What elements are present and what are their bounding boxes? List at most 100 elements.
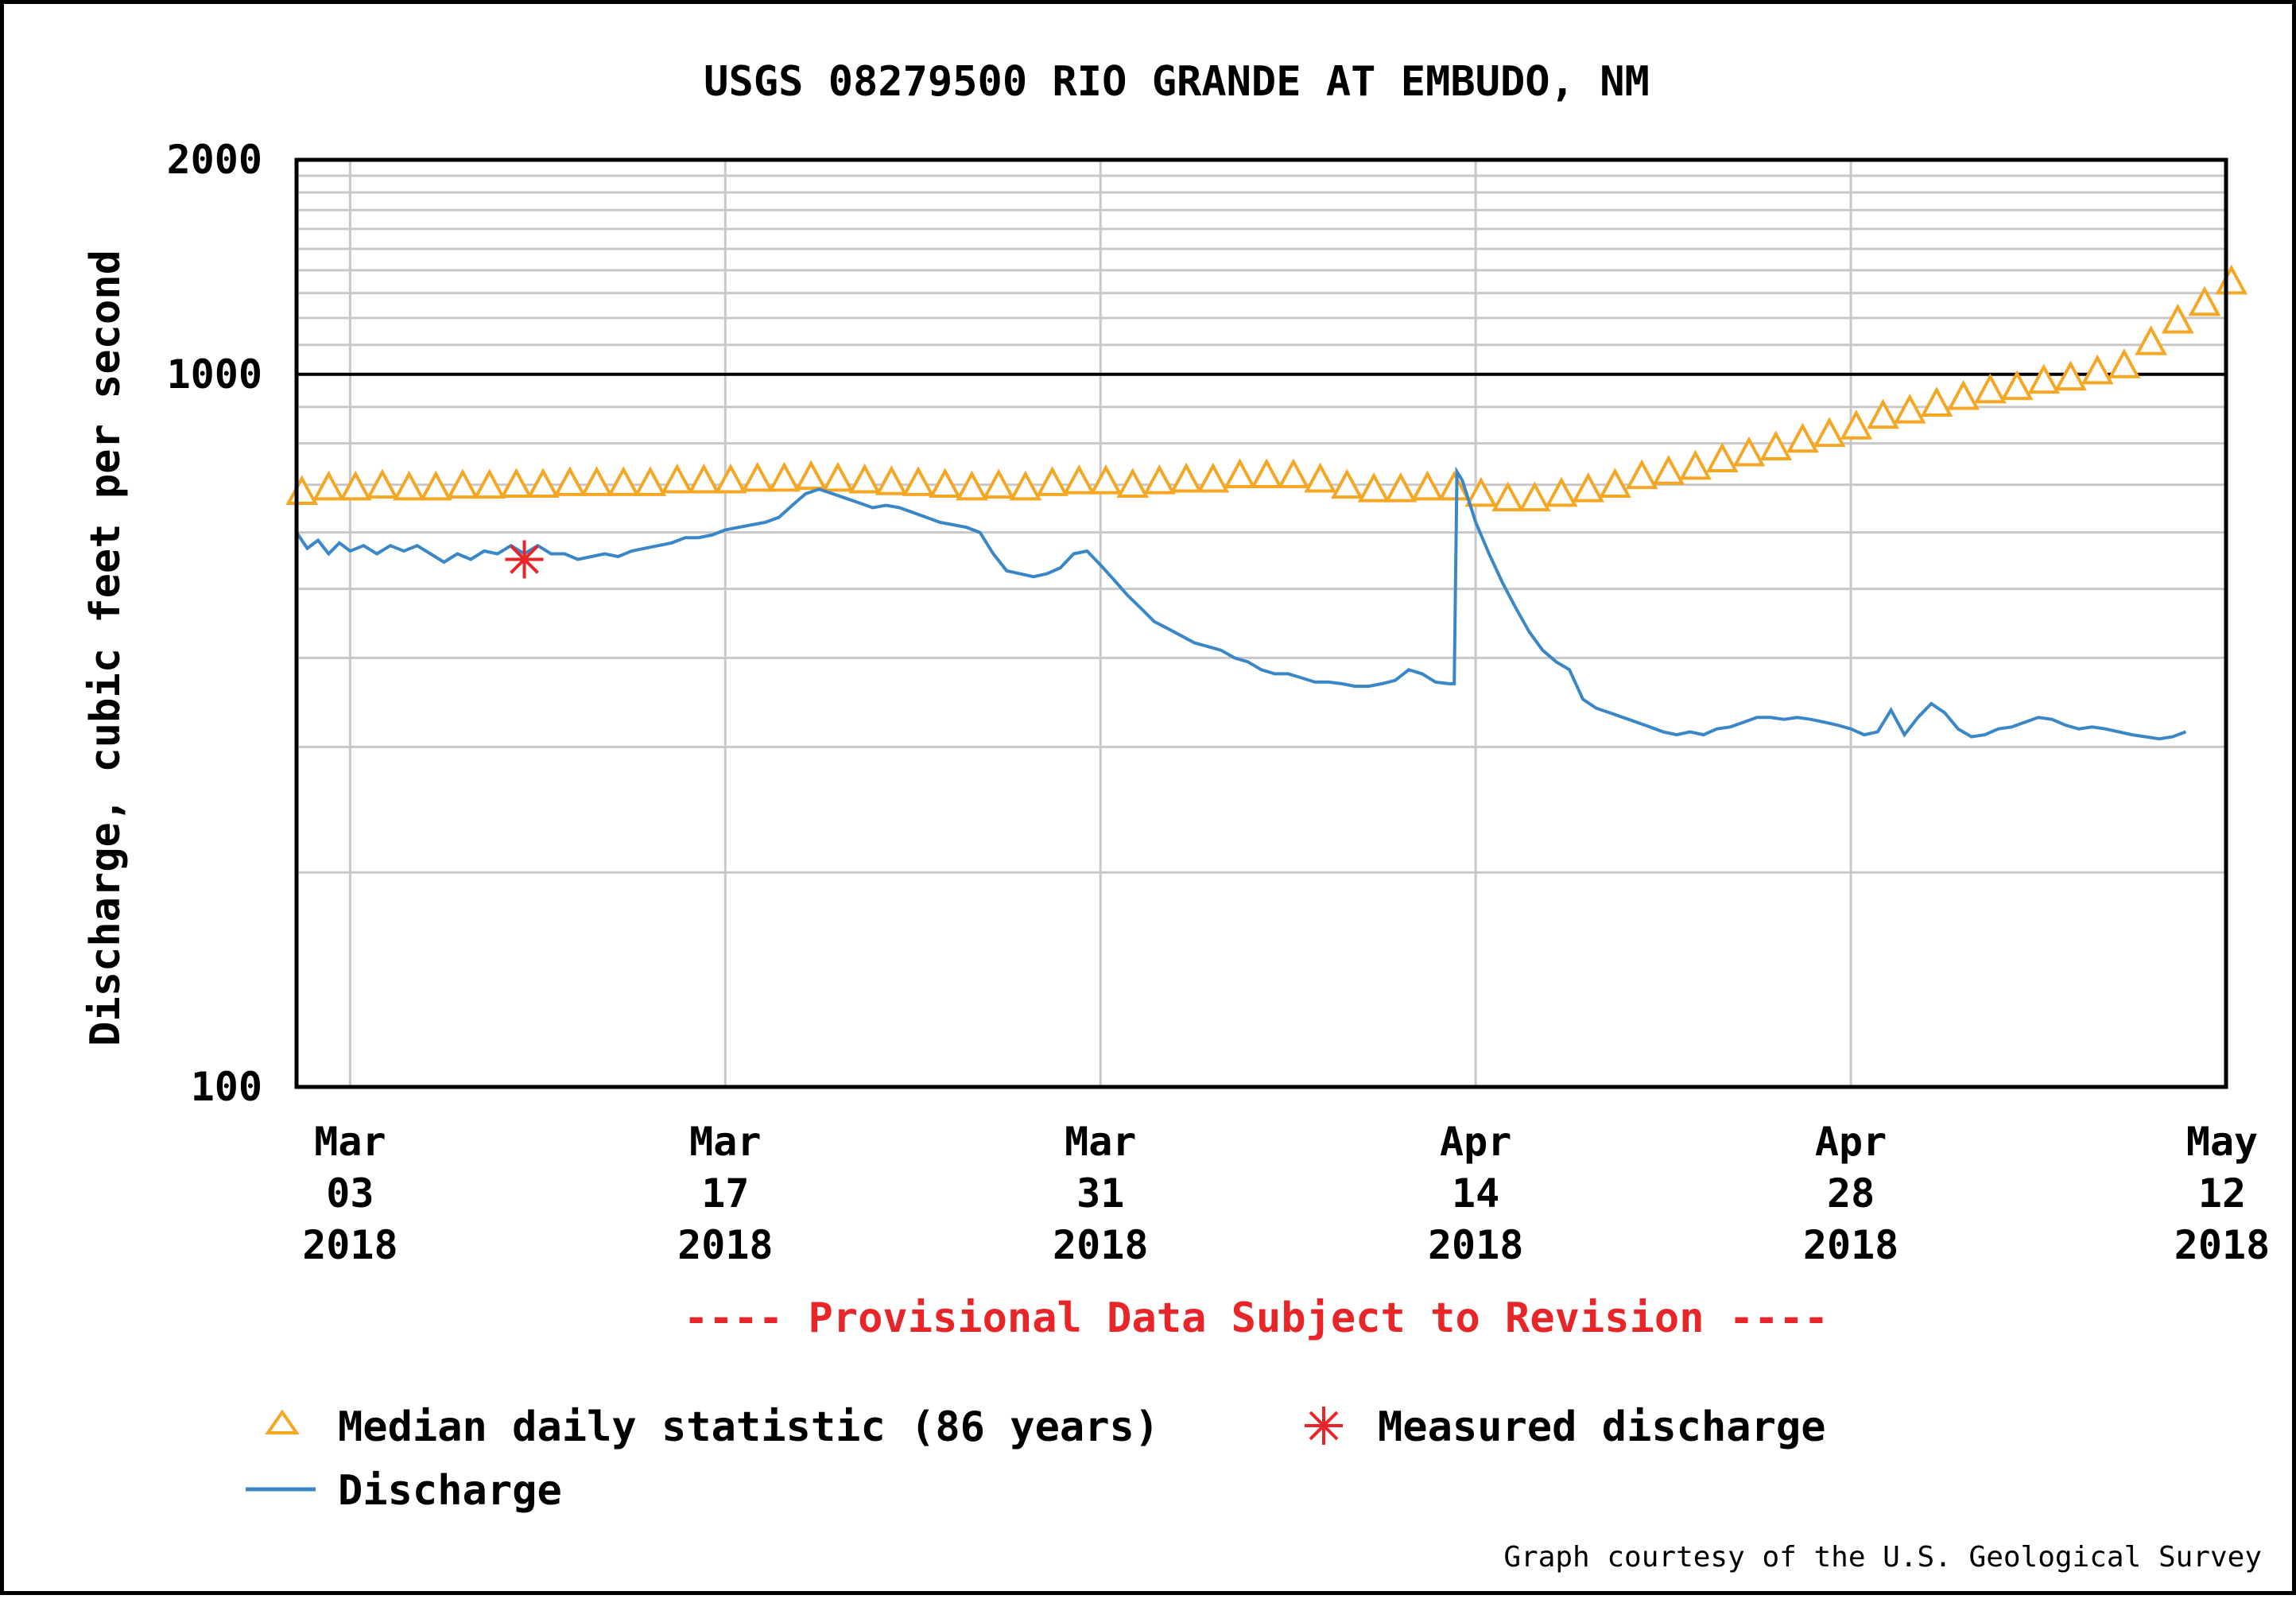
y-tick-label: 2000 xyxy=(167,137,262,183)
x-tick-year: 2018 xyxy=(1428,1222,1523,1268)
measured-discharge-series xyxy=(505,540,544,579)
x-tick-day: 17 xyxy=(701,1170,749,1217)
median-point xyxy=(1304,462,1337,493)
median-point xyxy=(982,468,1015,499)
x-tick-day: 03 xyxy=(326,1170,374,1217)
legend-item-discharge: Discharge xyxy=(246,1467,562,1515)
median-point xyxy=(393,470,425,501)
median-point xyxy=(2215,264,2248,295)
minor-gridlines xyxy=(297,174,2226,874)
median-daily-statistic-series xyxy=(285,264,2248,512)
median-point xyxy=(1893,393,1926,424)
median-point xyxy=(1357,472,1390,503)
median-point xyxy=(1599,468,1631,499)
median-point xyxy=(661,463,694,494)
legend-discharge-label: Discharge xyxy=(338,1467,562,1515)
x-tick-day: 12 xyxy=(2198,1170,2246,1217)
median-point xyxy=(875,465,908,495)
chart-title: USGS 08279500 RIO GRANDE AT EMBUDO, NM xyxy=(704,58,1650,106)
median-point xyxy=(688,463,720,494)
y-axis-label: Discharge, cubic feet per second xyxy=(82,250,130,1046)
median-point xyxy=(1143,464,1176,495)
x-tick-year: 2018 xyxy=(1803,1222,1898,1268)
x-tick-year: 2018 xyxy=(302,1222,398,1268)
median-point xyxy=(473,468,506,499)
median-point xyxy=(1974,373,2007,404)
median-point xyxy=(1169,462,1203,493)
median-point xyxy=(741,461,774,492)
median-point xyxy=(2027,363,2061,394)
median-point xyxy=(580,466,613,496)
chart-canvas: USGS 08279500 RIO GRANDE AT EMBUDO, NM D… xyxy=(82,58,2270,1574)
median-point xyxy=(2135,324,2167,355)
median-point xyxy=(1196,462,1230,493)
median-point xyxy=(634,466,667,496)
median-point xyxy=(553,466,587,496)
x-tick-month: May xyxy=(2186,1119,2258,1165)
x-tick-month: Apr xyxy=(1815,1119,1887,1165)
median-point xyxy=(848,463,881,494)
median-point xyxy=(1062,464,1096,495)
x-tick-month: Apr xyxy=(1440,1119,1511,1165)
median-point xyxy=(1572,472,1605,503)
median-point xyxy=(2054,360,2087,391)
median-point xyxy=(794,460,828,491)
discharge-series-line xyxy=(295,466,2187,741)
graph-credit: Graph courtesy of the U.S. Geological Su… xyxy=(1503,1541,2262,1574)
legend-measured-label: Measured discharge xyxy=(1378,1403,1826,1451)
x-tick-year: 2018 xyxy=(1053,1222,1148,1268)
x-tick-month: Mar xyxy=(1065,1119,1136,1165)
asterisk-stroke xyxy=(510,545,539,574)
median-point xyxy=(1089,464,1123,495)
x-tick-year: 2018 xyxy=(2174,1222,2270,1268)
asterisk-stroke xyxy=(1309,1411,1339,1441)
median-point xyxy=(929,468,962,499)
median-point xyxy=(1491,481,1524,512)
median-point xyxy=(285,475,319,506)
y-tick-label: 1000 xyxy=(167,351,262,398)
x-tick-year: 2018 xyxy=(677,1222,773,1268)
median-point xyxy=(339,470,372,501)
legend-item-median: Median daily statistic (86 years) xyxy=(265,1403,1159,1451)
median-point xyxy=(1331,468,1363,499)
x-tick-day: 14 xyxy=(1452,1170,1499,1217)
x-gridlines xyxy=(348,160,2228,1087)
provisional-data-note: ---- Provisional Data Subject to Revisio… xyxy=(684,1294,1829,1342)
legend-item-measured: Measured discharge xyxy=(1305,1403,1826,1451)
median-point xyxy=(1625,459,1658,490)
median-point xyxy=(1786,422,1819,453)
legend-measured-asterisk-icon xyxy=(1305,1407,1343,1445)
median-point xyxy=(607,466,640,496)
y-axis-ticks: 2000 1000 100 xyxy=(167,137,2226,1110)
median-point xyxy=(1759,430,1793,460)
median-point xyxy=(1277,458,1310,489)
median-point xyxy=(821,461,855,492)
median-point xyxy=(2000,370,2034,401)
median-point xyxy=(2161,303,2194,334)
median-point xyxy=(1464,476,1498,507)
median-point xyxy=(500,468,533,499)
median-point xyxy=(1947,379,1980,410)
median-point xyxy=(768,461,801,492)
median-point xyxy=(1411,470,1444,501)
median-point xyxy=(446,468,479,499)
median-point xyxy=(1437,470,1471,501)
median-point xyxy=(1545,476,1578,507)
median-point xyxy=(956,470,988,501)
median-point xyxy=(1867,398,1899,429)
y-tick-label: 100 xyxy=(191,1064,262,1110)
median-point xyxy=(1250,458,1283,489)
median-point xyxy=(1705,442,1739,473)
legend-asterisk-mark xyxy=(1305,1407,1343,1445)
measured-point xyxy=(505,540,544,579)
legend-median-triangle-icon xyxy=(265,1409,300,1434)
x-axis-ticks: Mar 03 2018 Mar 17 2018 Mar 31 2018 Apr 14 2018 Apr 2… xyxy=(302,1119,2270,1268)
median-point xyxy=(1732,436,1766,467)
x-tick-month: Mar xyxy=(314,1119,386,1165)
median-point xyxy=(902,466,935,496)
median-point xyxy=(1116,468,1150,499)
median-point xyxy=(714,463,747,494)
median-point xyxy=(1813,417,1846,448)
median-point xyxy=(1009,470,1042,501)
